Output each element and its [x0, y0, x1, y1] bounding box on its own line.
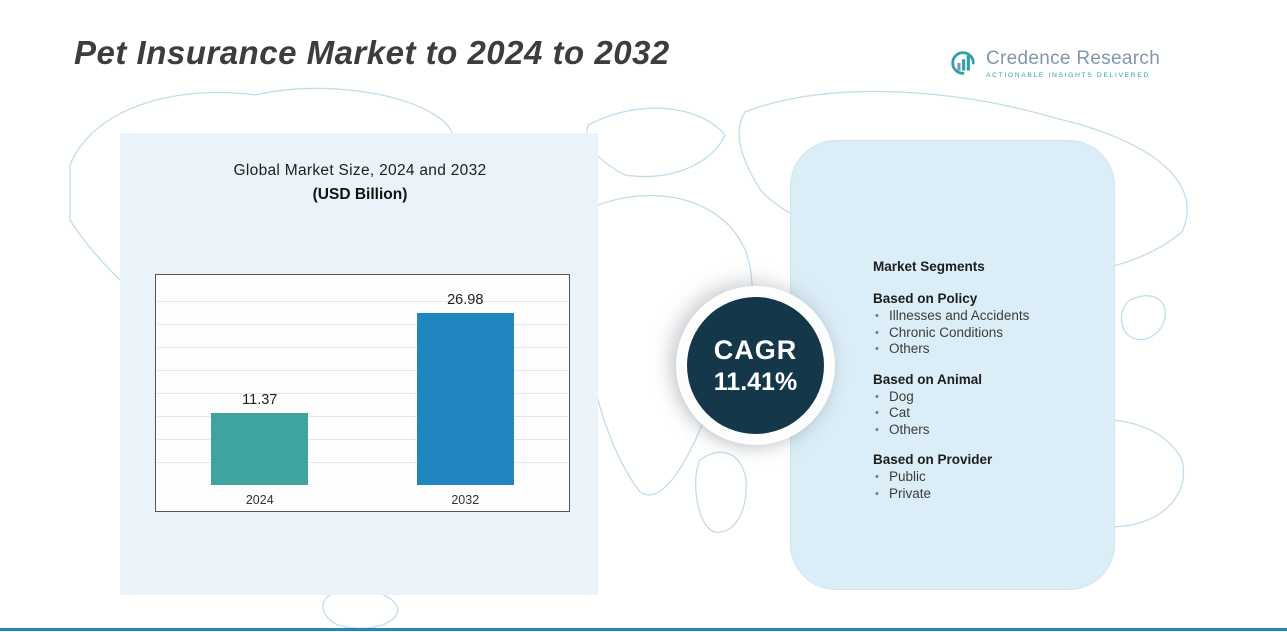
market-segments-content: Market Segments Based on Policy • Illness… — [873, 259, 1090, 502]
cagr-badge: CAGR 11.41% — [687, 297, 824, 434]
segment-item: • Cat — [873, 405, 1090, 422]
bullet-icon: • — [875, 487, 879, 500]
segment-item: • Dog — [873, 389, 1090, 406]
segment-item: • Chronic Conditions — [873, 325, 1090, 342]
bullet-icon: • — [875, 343, 879, 355]
segment-group-provider: Based on Provider • Public • Private — [873, 452, 1090, 502]
credence-research-logo: Credence Research Actionable Insights De… — [948, 48, 1160, 79]
bar-2032 — [416, 313, 514, 485]
bar-chart: 11.37 26.98 2024 2032 — [155, 274, 570, 512]
segment-item: • Others — [873, 422, 1090, 439]
segment-item: • Others — [873, 341, 1090, 358]
bar-group-2032: 26.98 — [416, 281, 514, 485]
segment-item: • Private — [873, 486, 1090, 503]
bar-2024 — [211, 413, 309, 485]
segment-item-label: Chronic Conditions — [889, 324, 1004, 340]
bullet-icon: • — [875, 310, 879, 322]
segment-item-label: Public — [889, 469, 926, 484]
segment-item-label: Illnesses and Accidents — [889, 308, 1030, 323]
segment-group-title: Based on Provider — [873, 452, 993, 467]
segment-group-policy: Based on Policy • Illnesses and Accidents… — [873, 291, 1090, 358]
x-tick-2024: 2024 — [245, 493, 274, 507]
chart-title: Global Market Size, 2024 and 2032 — [233, 162, 487, 179]
bullet-icon: • — [875, 471, 879, 483]
footer-accent-line — [0, 628, 1287, 631]
bullet-icon: • — [875, 326, 879, 339]
bar-value-label: 11.37 — [242, 392, 278, 408]
segment-group-animal: Based on Animal • Dog • Cat • Others — [873, 372, 1090, 439]
bar-group-2024: 11.37 — [211, 281, 309, 485]
chart-subtitle: (USD Billion) — [312, 186, 408, 203]
bullet-icon: • — [875, 390, 879, 403]
segment-group-title: Based on Policy — [873, 291, 978, 306]
logo-tagline: Actionable Insights Delivered — [986, 72, 1150, 79]
chart-heading: Global Market Size, 2024 and 2032 (USD B… — [150, 162, 570, 204]
credence-logo-icon — [951, 51, 975, 75]
segment-item-label: Others — [889, 341, 930, 356]
logo-name: Credence Research — [986, 48, 1161, 69]
segment-item-label: Cat — [889, 405, 911, 420]
segment-item-label: Private — [889, 485, 932, 501]
bar-value-label: 26.98 — [447, 292, 484, 308]
market-segments-panel: Market Segments Based on Policy • Illness… — [790, 140, 1115, 590]
x-tick-2032: 2032 — [451, 493, 480, 507]
x-axis: 2024 2032 — [157, 493, 568, 507]
bullet-icon: • — [875, 423, 879, 436]
bullet-icon: • — [875, 407, 879, 419]
page-title: Pet Insurance Market to 2024 to 2032 — [74, 34, 670, 71]
segment-item: • Illnesses and Accidents — [873, 308, 1090, 325]
segment-item-label: Dog — [889, 388, 914, 404]
segment-item: • Public — [873, 469, 1090, 486]
segments-heading: Market Segments — [873, 259, 985, 274]
cagr-label: CAGR — [713, 334, 798, 365]
chart-plot-area: 11.37 26.98 — [157, 281, 568, 485]
segment-group-title: Based on Animal — [873, 371, 983, 387]
segment-item-label: Others — [889, 421, 930, 437]
cagr-value: 11.41% — [713, 367, 798, 396]
logo-text: Credence Research Actionable Insights De… — [986, 48, 1160, 79]
